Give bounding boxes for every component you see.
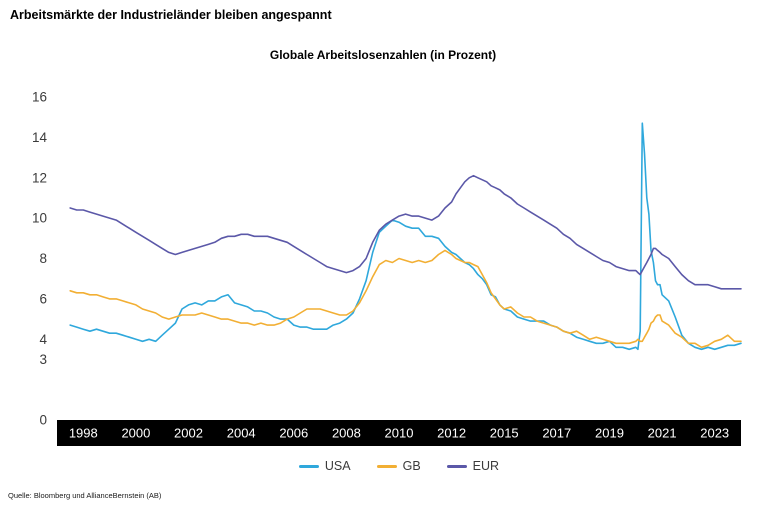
legend-item-eur: EUR <box>446 459 500 473</box>
line-chart: 16 14 12 10 8 6 4 3 0 1998 2000 2002 2004 2006 2008 201… <box>32 90 742 446</box>
headline: Arbeitsmärkte der Industrieländer bleibe… <box>10 8 332 22</box>
legend-label: USA <box>324 459 351 473</box>
y-tick-label: 10 <box>32 211 47 226</box>
x-tick-label: 2019 <box>595 426 624 441</box>
x-tick-label: 2012 <box>437 426 466 441</box>
y-tick-label: 14 <box>32 130 48 145</box>
series-line-eur <box>69 174 742 290</box>
y-tick-label: 6 <box>39 291 47 306</box>
y-tick-label: 8 <box>39 251 47 266</box>
x-tick-label: 2008 <box>332 426 361 441</box>
legend-item-gb: GB <box>376 459 421 473</box>
x-tick-label: 2006 <box>279 426 308 441</box>
legend-swatch-usa-icon <box>298 464 319 468</box>
x-tick-label: 2004 <box>227 426 256 441</box>
x-tick-label: 2015 <box>490 426 519 441</box>
x-tick-label: 1998 <box>69 426 98 441</box>
chart-title: Globale Arbeitslosenzahlen (in Prozent) <box>269 48 497 62</box>
x-tick-label: 2000 <box>121 426 150 441</box>
x-tick-label: 2021 <box>648 426 677 441</box>
chart-legend: USA GB EUR <box>57 459 741 473</box>
x-tick-label: 2002 <box>174 426 203 441</box>
y-tick-label: 3 <box>39 352 47 367</box>
series-line-usa <box>69 122 742 351</box>
x-tick-label: 2023 <box>700 426 729 441</box>
x-tick-label: 2010 <box>385 426 414 441</box>
legend-item-usa: USA <box>298 459 351 473</box>
y-tick-label: 0 <box>39 413 47 428</box>
series-line-gb <box>69 249 742 349</box>
source-note: Quelle: Bloomberg und AllianceBernstein … <box>8 491 162 500</box>
legend-label: GB <box>402 459 421 473</box>
y-tick-label: 4 <box>39 332 47 347</box>
y-tick-label: 12 <box>32 170 47 185</box>
legend-label: EUR <box>472 459 500 473</box>
legend-swatch-gb-icon <box>376 464 397 468</box>
x-axis-band <box>57 420 741 446</box>
x-tick-label: 2017 <box>542 426 571 441</box>
legend-swatch-eur-icon <box>446 464 467 468</box>
y-tick-label: 16 <box>32 90 47 105</box>
